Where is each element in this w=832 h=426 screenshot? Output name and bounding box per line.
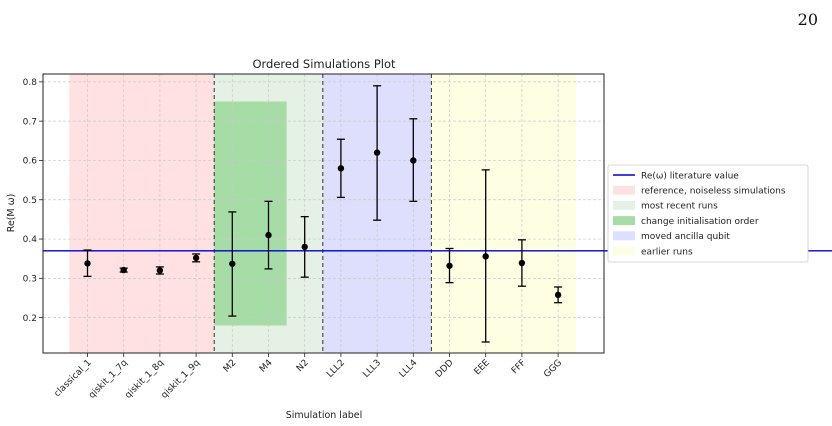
y-axis-label: Re(M ω) (6, 194, 17, 233)
legend-label-2: most recent runs (641, 202, 718, 212)
x-tick-label-3: qiskit_1_9q (160, 358, 203, 401)
region-4 (431, 74, 577, 353)
data-point-1 (120, 266, 127, 274)
data-point-11 (482, 253, 489, 260)
data-point-4 (229, 260, 236, 267)
y-axis: 0.2 0.3 0.4 0.5 0.6 0.7 0.8 (23, 78, 43, 324)
legend-swatch-3 (613, 216, 635, 226)
data-points (83, 85, 563, 343)
y-tick-label-4: 0.6 (23, 157, 38, 167)
y-tick-label-0: 0.2 (23, 314, 37, 324)
y-tick-label-1: 0.3 (23, 275, 37, 285)
y-tick-label-5: 0.7 (23, 117, 37, 127)
legend-box (607, 164, 809, 263)
data-point-5 (265, 231, 272, 239)
y-tick-label-3: 0.5 (23, 196, 37, 206)
legend-swatch-5 (613, 246, 635, 256)
chart-title: Ordered Simulations Plot (252, 57, 396, 71)
x-tick-label-13: GGG (542, 358, 564, 380)
x-axis: classical_1qiskit_1_7qqiskit_1_8qqiskit_… (53, 353, 564, 401)
x-axis-label: Simulation label (286, 410, 363, 421)
shaded-regions (69, 74, 577, 353)
x-tick-label-8: LLL3 (361, 358, 383, 380)
data-point-10 (446, 262, 453, 269)
data-point-12 (518, 259, 526, 267)
x-tick-label-9: LLL4 (398, 358, 420, 380)
grid (43, 74, 604, 353)
data-point-7 (337, 165, 345, 172)
region-2 (214, 101, 287, 326)
x-tick-label-5: M4 (258, 358, 275, 375)
x-tick-label-11: EEE (473, 358, 492, 377)
legend-label-4: moved ancilla qubit (641, 232, 730, 242)
page-number: 20 (797, 10, 818, 29)
data-point-3 (192, 254, 200, 262)
data-point-6 (301, 243, 308, 251)
x-tick-label-10: DDD (434, 358, 456, 380)
region-0 (69, 74, 215, 353)
legend-swatch-4 (613, 231, 635, 241)
data-point-13 (554, 291, 562, 299)
x-tick-label-12: FFF (510, 358, 528, 376)
x-tick-label-4: M2 (222, 358, 239, 375)
data-point-0 (84, 260, 91, 267)
legend-swatch-2 (613, 200, 635, 210)
legend-label-5: earlier runs (641, 247, 693, 257)
data-point-2 (156, 267, 164, 274)
y-tick-label-2: 0.4 (23, 235, 38, 245)
legend-swatch-1 (613, 185, 635, 195)
legend-label-3: change initialisation order (641, 217, 759, 227)
y-tick-label-6: 0.8 (23, 78, 38, 88)
x-tick-label-6: N2 (295, 358, 311, 374)
legend-label-1: reference, noiseless simulations (641, 187, 786, 197)
data-point-8 (373, 149, 381, 156)
legend: Re(ω) literature value reference, noisele… (607, 164, 809, 263)
legend-label-0: Re(ω) literature value (641, 171, 739, 181)
plot-frame (42, 73, 605, 354)
data-point-9 (410, 157, 417, 164)
region-dividers (213, 74, 432, 353)
x-tick-label-7: LLL2 (325, 358, 347, 380)
